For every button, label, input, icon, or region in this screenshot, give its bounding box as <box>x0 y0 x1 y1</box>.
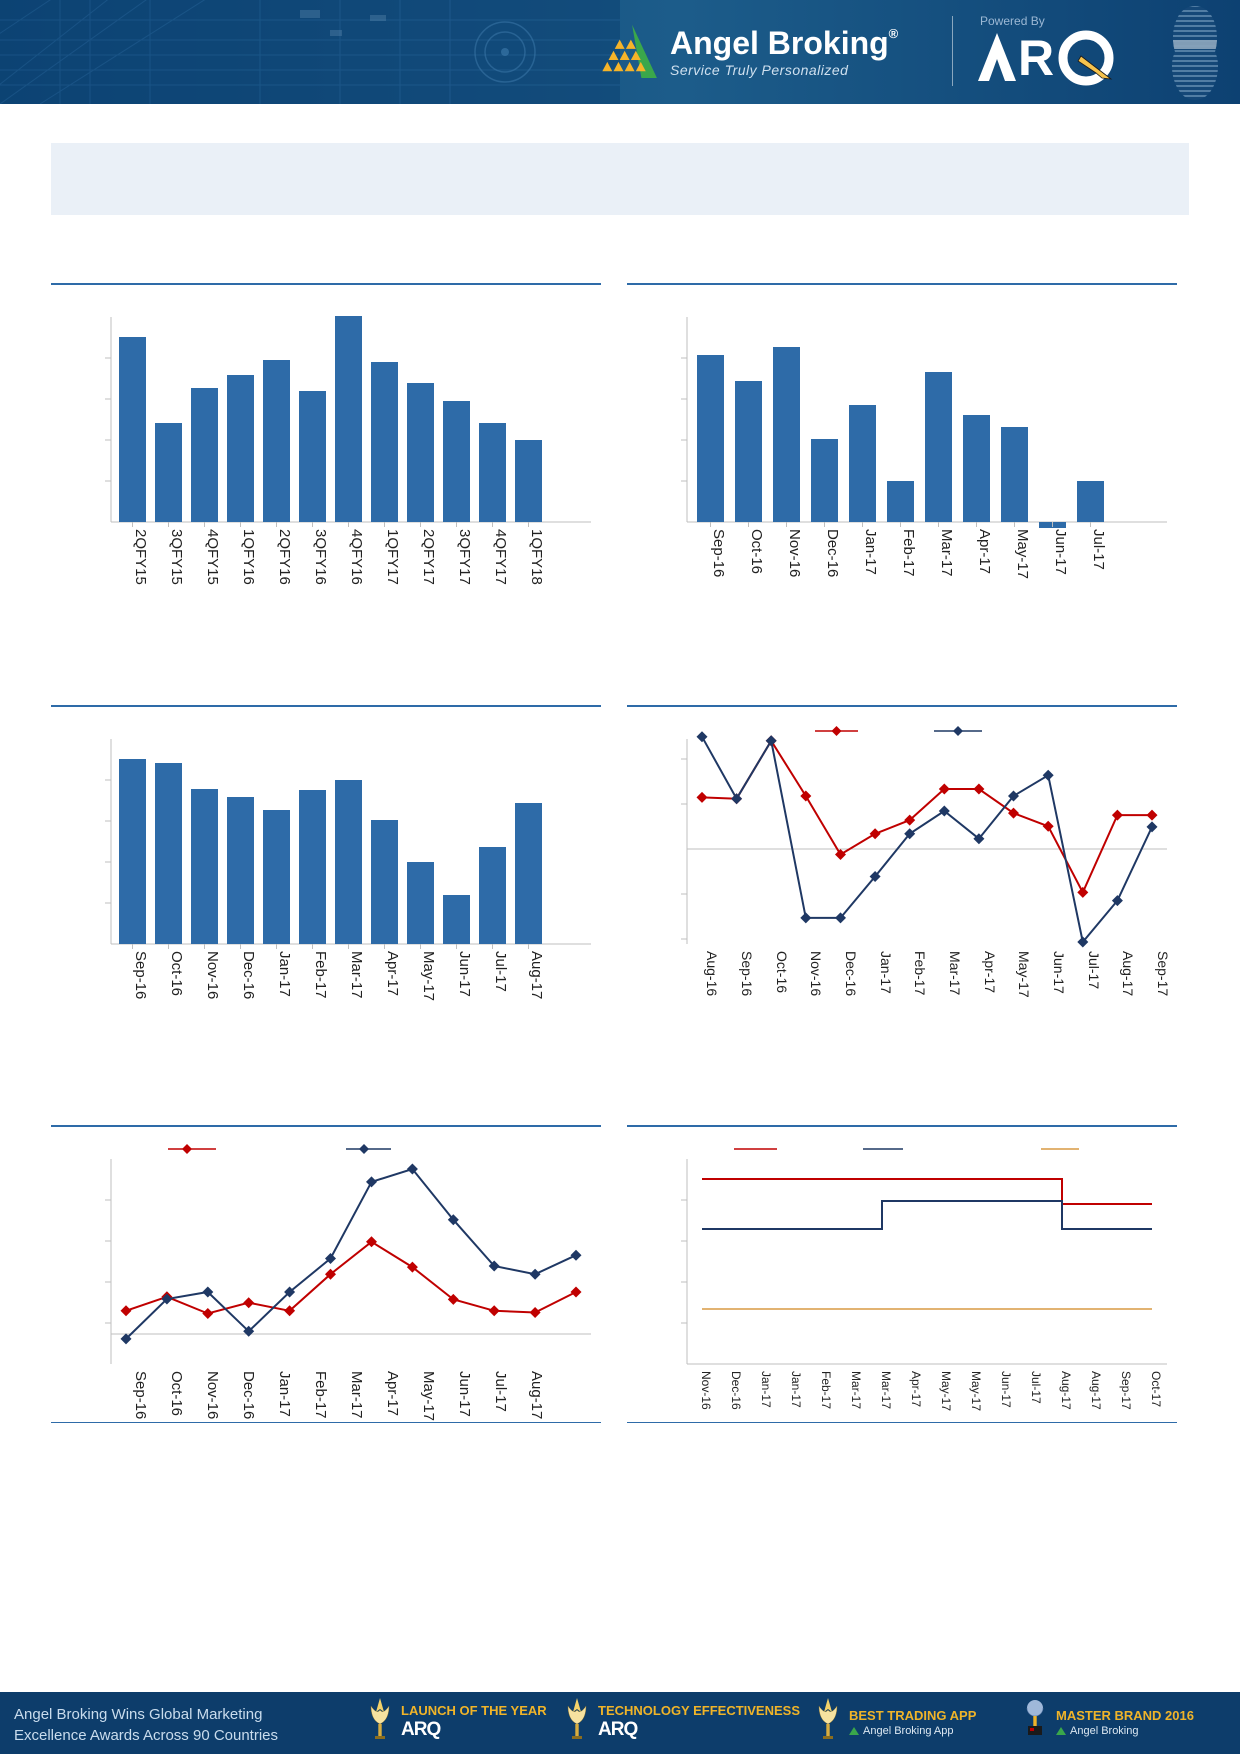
svg-text:Oct-16: Oct-16 <box>168 1371 185 1416</box>
svg-text:Sep-16: Sep-16 <box>710 529 727 577</box>
svg-text:May-17: May-17 <box>420 951 437 1001</box>
svg-text:Feb-17: Feb-17 <box>900 529 917 577</box>
svg-text:2QFY16: 2QFY16 <box>276 529 293 585</box>
svg-text:Jan-17: Jan-17 <box>789 1371 803 1408</box>
svg-text:Jun-17: Jun-17 <box>999 1371 1013 1408</box>
svg-text:Nov-16: Nov-16 <box>204 951 221 999</box>
svg-text:May-17: May-17 <box>420 1371 437 1421</box>
svg-text:Dec-16: Dec-16 <box>843 951 859 996</box>
svg-text:Nov-16: Nov-16 <box>699 1371 713 1410</box>
svg-text:Jul-17: Jul-17 <box>492 1371 509 1412</box>
svg-text:Jan-17: Jan-17 <box>276 1371 293 1417</box>
svg-text:Jan-17: Jan-17 <box>878 951 894 994</box>
svg-text:4QFY16: 4QFY16 <box>348 529 365 585</box>
svg-text:Sep-16: Sep-16 <box>132 951 149 999</box>
svg-text:Aug-16: Aug-16 <box>704 951 720 996</box>
svg-text:Jun-17: Jun-17 <box>1051 951 1067 994</box>
svg-text:May-17: May-17 <box>1014 529 1031 579</box>
svg-text:Mar-17: Mar-17 <box>879 1371 893 1409</box>
svg-text:Jul-17: Jul-17 <box>1090 529 1107 570</box>
svg-text:Jul-17: Jul-17 <box>492 951 509 992</box>
svg-text:Apr-17: Apr-17 <box>384 951 401 996</box>
svg-text:Oct-17: Oct-17 <box>1149 1371 1163 1407</box>
svg-text:May-17: May-17 <box>939 1371 953 1411</box>
svg-text:2QFY15: 2QFY15 <box>132 529 149 585</box>
svg-text:4QFY15: 4QFY15 <box>204 529 221 585</box>
svg-text:Aug-17: Aug-17 <box>1120 951 1136 996</box>
svg-text:Dec-16: Dec-16 <box>240 1371 257 1419</box>
svg-text:3QFY15: 3QFY15 <box>168 529 185 585</box>
svg-text:Jul-17: Jul-17 <box>1029 1371 1043 1404</box>
svg-text:Feb-17: Feb-17 <box>912 951 928 996</box>
svg-text:Aug-17: Aug-17 <box>1059 1371 1073 1410</box>
svg-text:Oct-16: Oct-16 <box>168 951 185 996</box>
svg-text:Feb-17: Feb-17 <box>312 1371 329 1419</box>
svg-text:Sep-17: Sep-17 <box>1119 1371 1133 1410</box>
svg-text:3QFY17: 3QFY17 <box>456 529 473 585</box>
svg-text:Apr-17: Apr-17 <box>982 951 998 993</box>
svg-text:Mar-17: Mar-17 <box>348 951 365 999</box>
svg-text:Feb-17: Feb-17 <box>819 1371 833 1409</box>
svg-text:Nov-16: Nov-16 <box>786 529 803 577</box>
svg-text:Dec-16: Dec-16 <box>240 951 257 999</box>
svg-text:Jan-17: Jan-17 <box>862 529 879 575</box>
svg-text:Aug-17: Aug-17 <box>528 951 545 999</box>
svg-text:Mar-17: Mar-17 <box>849 1371 863 1409</box>
svg-text:May-17: May-17 <box>969 1371 983 1411</box>
svg-text:Oct-16: Oct-16 <box>748 529 765 574</box>
svg-text:Mar-17: Mar-17 <box>348 1371 365 1419</box>
svg-text:Jun-17: Jun-17 <box>1052 529 1069 575</box>
svg-text:Apr-17: Apr-17 <box>976 529 993 574</box>
svg-text:Feb-17: Feb-17 <box>312 951 329 999</box>
svg-text:Jun-17: Jun-17 <box>456 1371 473 1417</box>
svg-text:1QFY17: 1QFY17 <box>384 529 401 585</box>
svg-text:Apr-17: Apr-17 <box>909 1371 923 1407</box>
svg-text:Sep-17: Sep-17 <box>1155 951 1171 996</box>
svg-text:May-17: May-17 <box>1016 951 1032 998</box>
svg-text:Jan-17: Jan-17 <box>759 1371 773 1408</box>
svg-text:Oct-16: Oct-16 <box>774 951 790 993</box>
svg-text:Nov-16: Nov-16 <box>808 951 824 996</box>
svg-text:Mar-17: Mar-17 <box>938 529 955 577</box>
svg-text:Aug-17: Aug-17 <box>1089 1371 1103 1410</box>
svg-text:Sep-16: Sep-16 <box>132 1371 149 1419</box>
svg-text:Jun-17: Jun-17 <box>456 951 473 997</box>
svg-text:4QFY17: 4QFY17 <box>492 529 509 585</box>
svg-text:1QFY16: 1QFY16 <box>240 529 257 585</box>
svg-text:Jul-17: Jul-17 <box>1086 951 1102 989</box>
svg-text:Jan-17: Jan-17 <box>276 951 293 997</box>
svg-text:Sep-16: Sep-16 <box>739 951 755 996</box>
svg-text:Dec-16: Dec-16 <box>729 1371 743 1410</box>
svg-text:Apr-17: Apr-17 <box>384 1371 401 1416</box>
svg-text:Dec-16: Dec-16 <box>824 529 841 577</box>
svg-text:3QFY16: 3QFY16 <box>312 529 329 585</box>
svg-text:Mar-17: Mar-17 <box>947 951 963 996</box>
svg-text:Nov-16: Nov-16 <box>204 1371 221 1419</box>
svg-text:2QFY17: 2QFY17 <box>420 529 437 585</box>
svg-text:Aug-17: Aug-17 <box>528 1371 545 1419</box>
svg-text:1QFY18: 1QFY18 <box>528 529 545 585</box>
svg-text:R: R <box>1018 30 1054 86</box>
